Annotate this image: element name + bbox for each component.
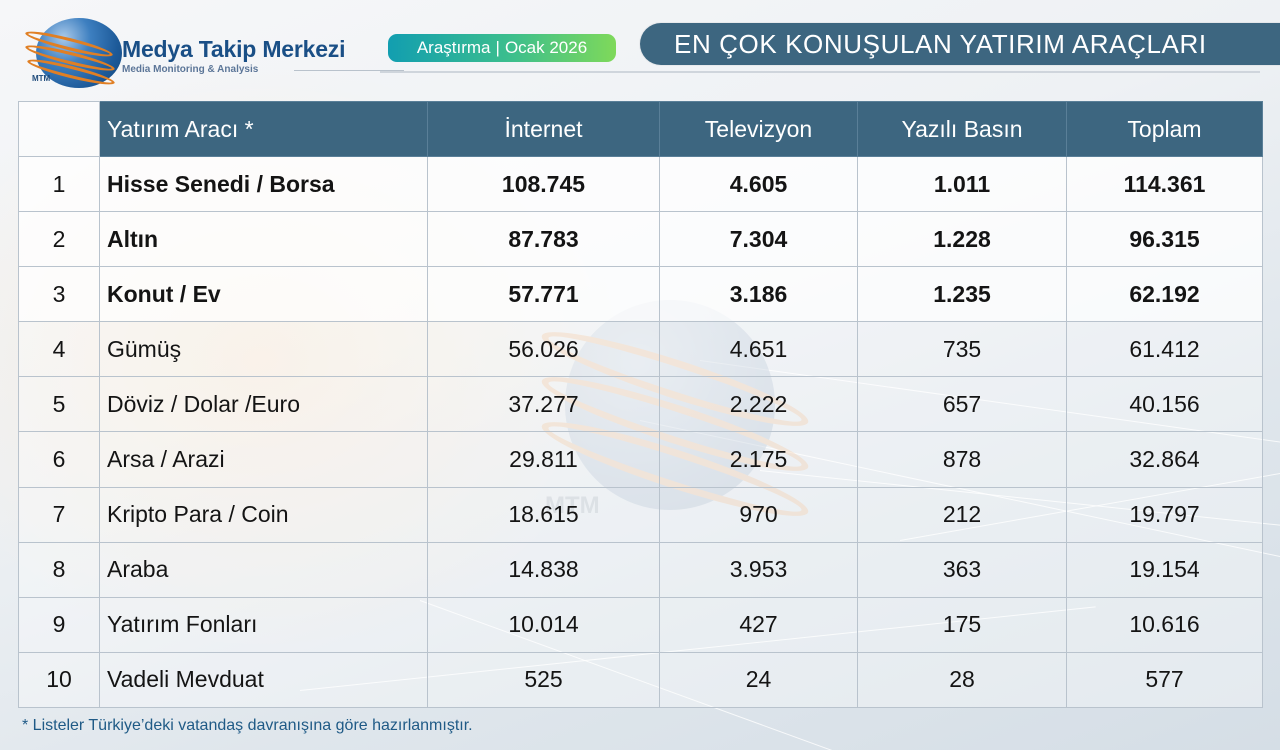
television-count-cell: 24 <box>659 651 858 708</box>
total-count-cell: 10.616 <box>1066 596 1263 653</box>
television-count-cell: 2.175 <box>659 431 858 488</box>
rank-cell: 10 <box>18 651 100 708</box>
column-header-total: Toplam <box>1066 101 1263 157</box>
print-press-count-cell: 735 <box>857 321 1067 378</box>
television-count-cell: 2.222 <box>659 376 858 433</box>
print-press-count-cell: 1.228 <box>857 211 1067 268</box>
table-row: 2 Altın 87.783 7.304 1.228 96.315 <box>18 211 1263 268</box>
brand-logo: MTM Medya Takip Merkezi Media Monitoring… <box>22 16 404 89</box>
investment-table: Yatırım Aracı * İnternet Televizyon Yazı… <box>18 101 1263 708</box>
rank-cell: 6 <box>18 431 100 488</box>
table-row: 7 Kripto Para / Coin 18.615 970 212 19.797 <box>18 486 1263 543</box>
brand-name: Medya Takip Merkezi <box>122 36 346 62</box>
internet-count-cell: 525 <box>427 651 660 708</box>
rank-cell: 4 <box>18 321 100 378</box>
table-row: 9 Yatırım Fonları 10.014 427 175 10.616 <box>18 596 1263 653</box>
total-count-cell: 577 <box>1066 651 1263 708</box>
table-row: 5 Döviz / Dolar /Euro 37.277 2.222 657 40.156 <box>18 376 1263 433</box>
television-count-cell: 3.953 <box>659 541 858 598</box>
instrument-name-cell: Hisse Senedi / Borsa <box>99 155 428 213</box>
internet-count-cell: 37.277 <box>427 376 660 433</box>
print-press-count-cell: 1.011 <box>857 155 1067 213</box>
total-count-cell: 62.192 <box>1066 266 1263 323</box>
internet-count-cell: 18.615 <box>427 486 660 543</box>
brand-tagline: Media Monitoring & Analysis <box>122 64 259 75</box>
internet-count-cell: 29.811 <box>427 431 660 488</box>
table-row: 8 Araba 14.838 3.953 363 19.154 <box>18 541 1263 598</box>
rank-cell: 7 <box>18 486 100 543</box>
television-count-cell: 3.186 <box>659 266 858 323</box>
instrument-name-cell: Vadeli Mevduat <box>99 651 428 708</box>
television-count-cell: 4.605 <box>659 155 858 213</box>
column-header-television: Televizyon <box>659 101 858 157</box>
television-count-cell: 427 <box>659 596 858 653</box>
table-row: 6 Arsa / Arazi 29.811 2.175 878 32.864 <box>18 431 1263 488</box>
instrument-name-cell: Arsa / Arazi <box>99 431 428 488</box>
internet-count-cell: 57.771 <box>427 266 660 323</box>
header-divider <box>380 71 1260 73</box>
internet-count-cell: 10.014 <box>427 596 660 653</box>
internet-count-cell: 87.783 <box>427 211 660 268</box>
instrument-name-cell: Altın <box>99 211 428 268</box>
instrument-name-cell: Konut / Ev <box>99 266 428 323</box>
print-press-count-cell: 657 <box>857 376 1067 433</box>
globe-icon <box>36 18 122 88</box>
internet-count-cell: 14.838 <box>427 541 660 598</box>
total-count-cell: 114.361 <box>1066 155 1263 213</box>
rank-cell: 9 <box>18 596 100 653</box>
column-header-rank <box>18 101 100 157</box>
total-count-cell: 40.156 <box>1066 376 1263 433</box>
table-row: 3 Konut / Ev 57.771 3.186 1.235 62.192 <box>18 266 1263 323</box>
print-press-count-cell: 878 <box>857 431 1067 488</box>
print-press-count-cell: 212 <box>857 486 1067 543</box>
badge-category: Araştırma <box>416 38 491 57</box>
instrument-name-cell: Kripto Para / Coin <box>99 486 428 543</box>
internet-count-cell: 108.745 <box>427 155 660 213</box>
instrument-name-cell: Yatırım Fonları <box>99 596 428 653</box>
rank-cell: 3 <box>18 266 100 323</box>
television-count-cell: 970 <box>659 486 858 543</box>
television-count-cell: 7.304 <box>659 211 858 268</box>
table-row: 1 Hisse Senedi / Borsa 108.745 4.605 1.011 11… <box>18 155 1263 213</box>
print-press-count-cell: 1.235 <box>857 266 1067 323</box>
column-header-print-press: Yazılı Basın <box>857 101 1067 157</box>
internet-count-cell: 56.026 <box>427 321 660 378</box>
print-press-count-cell: 175 <box>857 596 1067 653</box>
rank-cell: 1 <box>18 155 100 213</box>
instrument-name-cell: Araba <box>99 541 428 598</box>
category-badge: Araştırma | Ocak 2026 <box>388 34 616 62</box>
footnote: * Listeler Türkiye’deki vatandaş davranı… <box>22 717 473 734</box>
total-count-cell: 61.412 <box>1066 321 1263 378</box>
page-title: EN ÇOK KONUŞULAN YATIRIM ARAÇLARI <box>640 23 1280 65</box>
badge-separator: | <box>495 38 500 57</box>
table-row: 10 Vadeli Mevduat 525 24 28 577 <box>18 651 1263 708</box>
badge-period: Ocak 2026 <box>504 38 588 57</box>
instrument-name-cell: Döviz / Dolar /Euro <box>99 376 428 433</box>
total-count-cell: 32.864 <box>1066 431 1263 488</box>
total-count-cell: 96.315 <box>1066 211 1263 268</box>
column-header-internet: İnternet <box>427 101 660 157</box>
rank-cell: 2 <box>18 211 100 268</box>
rank-cell: 8 <box>18 541 100 598</box>
column-header-instrument: Yatırım Aracı * <box>99 101 428 157</box>
divider <box>294 70 404 71</box>
print-press-count-cell: 28 <box>857 651 1067 708</box>
instrument-name-cell: Gümüş <box>99 321 428 378</box>
print-press-count-cell: 363 <box>857 541 1067 598</box>
table-row: 4 Gümüş 56.026 4.651 735 61.412 <box>18 321 1263 378</box>
total-count-cell: 19.797 <box>1066 486 1263 543</box>
total-count-cell: 19.154 <box>1066 541 1263 598</box>
logo-mark: MTM <box>32 74 51 83</box>
table-header-row: Yatırım Aracı * İnternet Televizyon Yazı… <box>18 101 1263 157</box>
television-count-cell: 4.651 <box>659 321 858 378</box>
rank-cell: 5 <box>18 376 100 433</box>
